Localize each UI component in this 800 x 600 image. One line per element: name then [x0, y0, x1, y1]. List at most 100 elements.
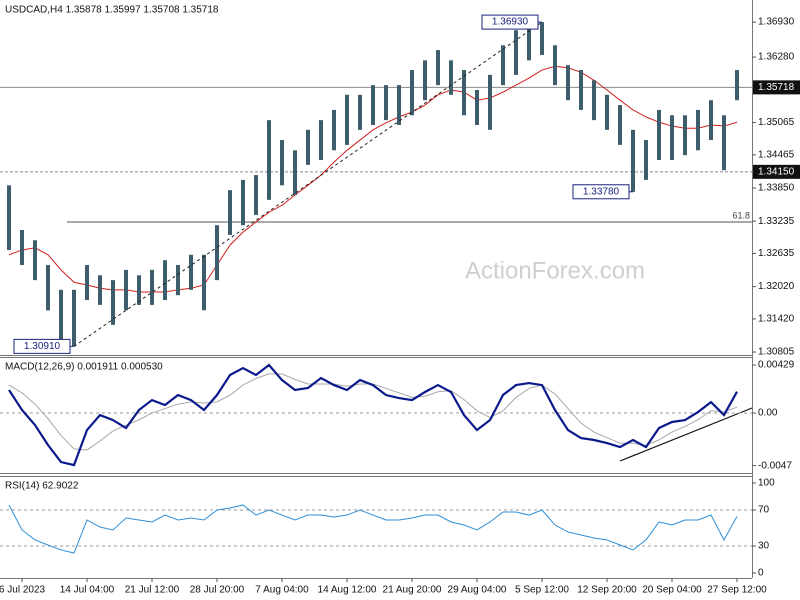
- x-tick-label: 14 Aug 12:00: [318, 585, 377, 596]
- price-bar: [709, 100, 713, 141]
- price-bar: [462, 70, 466, 116]
- price-level-box: [753, 80, 800, 95]
- price-bar: [657, 109, 661, 160]
- price-bar: [254, 175, 258, 215]
- fib-label: 61.8: [732, 210, 750, 220]
- price-bar: [124, 269, 128, 311]
- price-bar: [605, 94, 609, 130]
- price-level-box: [753, 164, 800, 179]
- trend-line: [73, 21, 543, 347]
- x-tick-label: 29 Aug 04:00: [448, 585, 507, 596]
- price-bar: [241, 179, 245, 226]
- price-bar: [514, 30, 518, 75]
- watermark: ActionForex.com: [465, 257, 645, 284]
- x-tick-label: 27 Sep 12:00: [707, 585, 767, 596]
- price-bar: [722, 115, 726, 171]
- price-level-label: 1.35718: [758, 82, 795, 93]
- y-tick-label: 100: [758, 478, 775, 489]
- indicator-line: [8, 363, 738, 467]
- x-tick-label: 12 Sep 20:00: [577, 585, 637, 596]
- price-bar: [644, 140, 648, 180]
- x-tick-label: 28 Jul 20:00: [190, 585, 245, 596]
- price-bar: [423, 60, 427, 101]
- price-bar: [540, 22, 544, 55]
- callout-label: 1.36930: [492, 17, 529, 28]
- indicator-line: [8, 504, 738, 554]
- y-tick-label: 1.31420: [758, 314, 795, 325]
- price-bar: [410, 70, 414, 116]
- y-tick-label: 1.32635: [758, 248, 795, 259]
- price-bar: [111, 280, 115, 325]
- x-tick-label: 5 Sep 12:00: [515, 585, 569, 596]
- price-bar: [280, 140, 284, 186]
- price-level-label: 1.34150: [758, 166, 795, 177]
- price-bar: [72, 289, 76, 347]
- y-tick-label: 1.36930: [758, 17, 795, 28]
- price-bar: [163, 260, 167, 301]
- price-bar: [488, 74, 492, 130]
- price-bar: [618, 105, 622, 145]
- y-tick-label: 1.33850: [758, 183, 795, 194]
- price-bar: [475, 89, 479, 125]
- price-bar: [319, 120, 323, 160]
- price-bar: [384, 85, 388, 121]
- price-bar: [202, 254, 206, 311]
- moving-average: [8, 65, 738, 293]
- callout-label: 1.30910: [24, 341, 61, 352]
- price-bar: [332, 109, 336, 151]
- x-tick-label: 21 Aug 20:00: [383, 585, 442, 596]
- y-tick-label: 0: [758, 568, 764, 579]
- price-bar: [150, 269, 154, 305]
- price-bar: [176, 265, 180, 296]
- price-bar: [566, 65, 570, 101]
- price-bar: [189, 254, 193, 290]
- y-tick-label: -0.0047: [758, 460, 792, 471]
- price-bar: [345, 94, 349, 145]
- price-bar: [371, 85, 375, 125]
- price-bar: [696, 109, 700, 151]
- y-tick-label: 1.35065: [758, 117, 795, 128]
- price-bar: [449, 60, 453, 95]
- x-tick-label: 21 Jul 12:00: [125, 585, 180, 596]
- x-tick-label: 20 Sep 04:00: [642, 585, 702, 596]
- price-bar: [59, 289, 63, 340]
- price-bar: [215, 225, 219, 281]
- y-tick-label: 0.00429: [758, 360, 795, 371]
- price-bar: [592, 80, 596, 121]
- y-tick-label: 0.00: [758, 408, 778, 419]
- price-bar: [735, 70, 739, 101]
- macd-title: MACD(12,26,9) 0.001911 0.000530: [5, 362, 163, 373]
- y-tick-label: 1.30805: [758, 347, 795, 358]
- price-bar: [267, 120, 271, 200]
- price-bar: [670, 115, 674, 160]
- price-bar: [85, 265, 89, 301]
- price-bar: [683, 115, 687, 156]
- price-bar: [98, 275, 102, 305]
- y-tick-label: 1.32020: [758, 281, 795, 292]
- price-bar: [436, 50, 440, 86]
- price-bar: [33, 240, 37, 281]
- price-bar: [579, 70, 583, 110]
- y-tick-label: 1.36280: [758, 52, 795, 63]
- y-tick-label: 70: [758, 505, 770, 516]
- price-bar: [7, 185, 11, 250]
- x-tick-label: 7 Aug 04:00: [255, 585, 309, 596]
- y-tick-label: 1.33235: [758, 216, 795, 227]
- price-bar: [501, 45, 505, 86]
- price-bar: [553, 45, 557, 86]
- price-bar: [631, 129, 635, 192]
- price-title: USDCAD,H4 1.35878 1.35997 1.35708 1.3571…: [5, 5, 219, 16]
- y-tick-label: 30: [758, 541, 770, 552]
- price-bar: [527, 25, 531, 61]
- price-bar: [293, 150, 297, 196]
- price-bar: [358, 94, 362, 130]
- y-tick-label: 1.34465: [758, 150, 795, 161]
- price-bar: [397, 85, 401, 125]
- callout-label: 1.33780: [583, 186, 620, 197]
- price-bar: [306, 129, 310, 165]
- price-bar: [228, 190, 232, 235]
- rsi-title: RSI(14) 62.9022: [5, 481, 79, 492]
- x-tick-label: 14 Jul 04:00: [60, 585, 115, 596]
- macd-trend-line: [619, 407, 753, 462]
